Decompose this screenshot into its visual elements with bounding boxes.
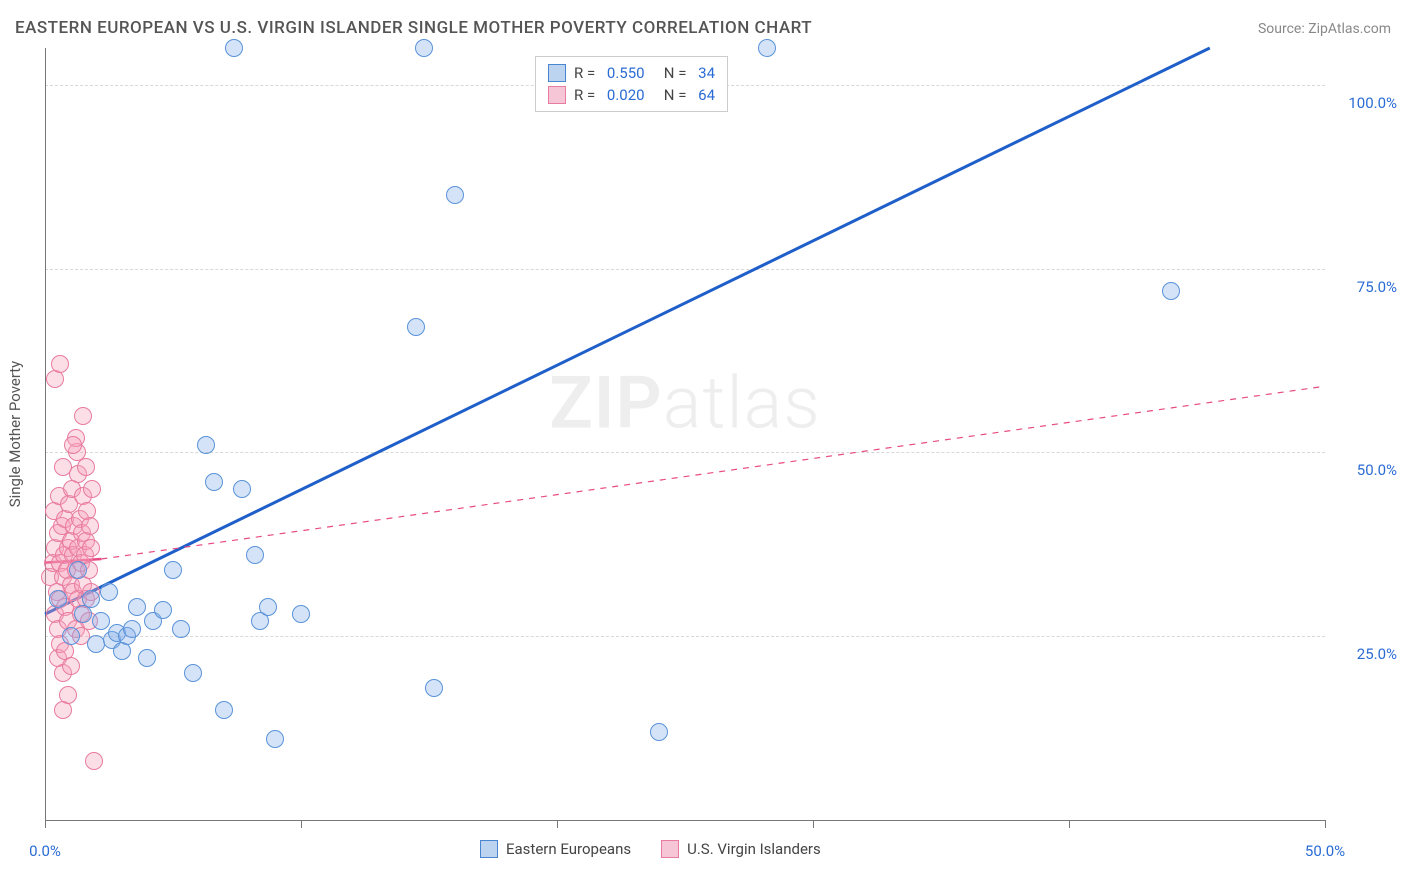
data-point-blue [758,39,776,57]
series-legend: Eastern Europeans U.S. Virgin Islanders [480,840,821,858]
data-point-pink [59,686,77,704]
x-axis [45,820,1325,821]
data-point-blue [407,318,425,336]
swatch-pink-icon [661,840,679,858]
data-point-blue [184,664,202,682]
legend-item-blue: Eastern Europeans [480,840,631,858]
data-point-blue [128,598,146,616]
x-tick-label: 0.0% [29,842,61,860]
data-point-blue [225,39,243,57]
swatch-blue-icon [480,840,498,858]
data-point-blue [425,679,443,697]
data-point-blue [259,598,277,616]
data-point-pink [74,407,92,425]
x-tick [813,820,814,828]
gridline [45,269,1325,270]
correlation-legend: R = 0.550 N = 34 R = 0.020 N = 64 [535,56,728,112]
plot-region: 25.0%50.0%75.0%100.0%0.0%50.0% [45,48,1325,820]
data-point-blue [164,561,182,579]
y-axis [45,48,46,820]
trend-lines [45,48,1325,820]
x-tick [1325,820,1326,828]
chart-area: Single Mother Poverty 25.0%50.0%75.0%100… [45,48,1325,820]
y-axis-title: Single Mother Poverty [6,361,24,508]
data-point-blue [415,39,433,57]
chart-title: EASTERN EUROPEAN VS U.S. VIRGIN ISLANDER… [15,18,812,38]
chart-source: Source: ZipAtlas.com [1258,21,1391,37]
data-point-pink [82,539,100,557]
data-point-pink [62,657,80,675]
gridline [45,636,1325,637]
data-point-blue [1162,282,1180,300]
legend-item-pink: U.S. Virgin Islanders [661,840,821,858]
swatch-blue [548,64,566,82]
y-tick-label: 75.0% [1357,278,1397,296]
data-point-blue [215,701,233,719]
data-point-pink [83,480,101,498]
data-point-blue [123,620,141,638]
data-point-blue [172,620,190,638]
data-point-blue [49,590,67,608]
data-point-pink [51,355,69,373]
gridline [45,452,1325,453]
data-point-blue [233,480,251,498]
data-point-blue [266,730,284,748]
legend-row-pink: R = 0.020 N = 64 [548,84,715,106]
swatch-pink [548,86,566,104]
data-point-blue [446,186,464,204]
data-point-blue [292,605,310,623]
legend-row-blue: R = 0.550 N = 34 [548,62,715,84]
data-point-blue [100,583,118,601]
y-tick-label: 100.0% [1348,94,1397,112]
x-tick-label: 50.0% [1305,842,1345,860]
chart-header: EASTERN EUROPEAN VS U.S. VIRGIN ISLANDER… [15,18,1391,38]
x-tick [557,820,558,828]
data-point-pink [64,436,82,454]
data-point-blue [62,627,80,645]
data-point-blue [246,546,264,564]
y-tick-label: 50.0% [1357,461,1397,479]
x-tick [45,820,46,828]
x-tick [301,820,302,828]
data-point-blue [197,436,215,454]
data-point-pink [77,458,95,476]
data-point-blue [82,590,100,608]
data-point-pink [81,517,99,535]
y-tick-label: 25.0% [1357,645,1397,663]
x-tick [1069,820,1070,828]
data-point-blue [650,723,668,741]
data-point-blue [138,649,156,667]
data-point-blue [205,473,223,491]
data-point-pink [85,752,103,770]
data-point-blue [69,561,87,579]
data-point-blue [154,601,172,619]
